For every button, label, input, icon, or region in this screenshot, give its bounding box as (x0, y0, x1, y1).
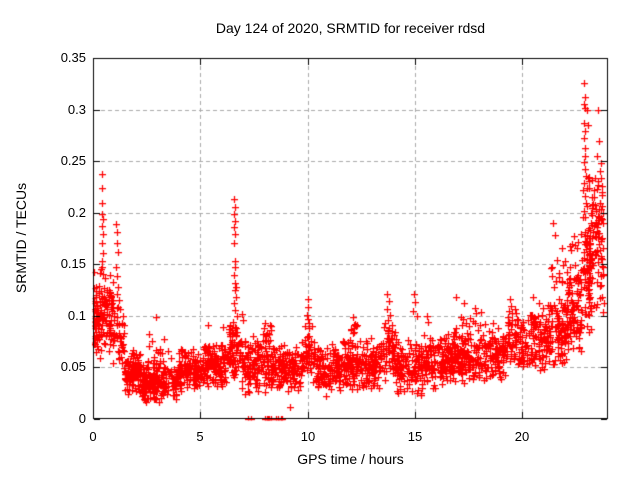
y-tick-label: 0.3 (67, 102, 86, 117)
y-tick-label: 0.35 (60, 50, 86, 65)
y-tick-label: 0.1 (67, 308, 86, 323)
y-tick-label: 0.2 (67, 205, 86, 220)
x-tick-label: 15 (407, 429, 423, 444)
x-tick-label: 5 (196, 429, 204, 444)
y-tick-label: 0.25 (60, 153, 86, 168)
x-tick-label: 0 (89, 429, 97, 444)
y-tick-label: 0.15 (60, 256, 86, 271)
y-tick-label: 0.05 (60, 359, 86, 374)
x-tick-label: 20 (514, 429, 530, 444)
y-tick-label: 0 (78, 411, 86, 426)
x-tick-label: 10 (300, 429, 316, 444)
